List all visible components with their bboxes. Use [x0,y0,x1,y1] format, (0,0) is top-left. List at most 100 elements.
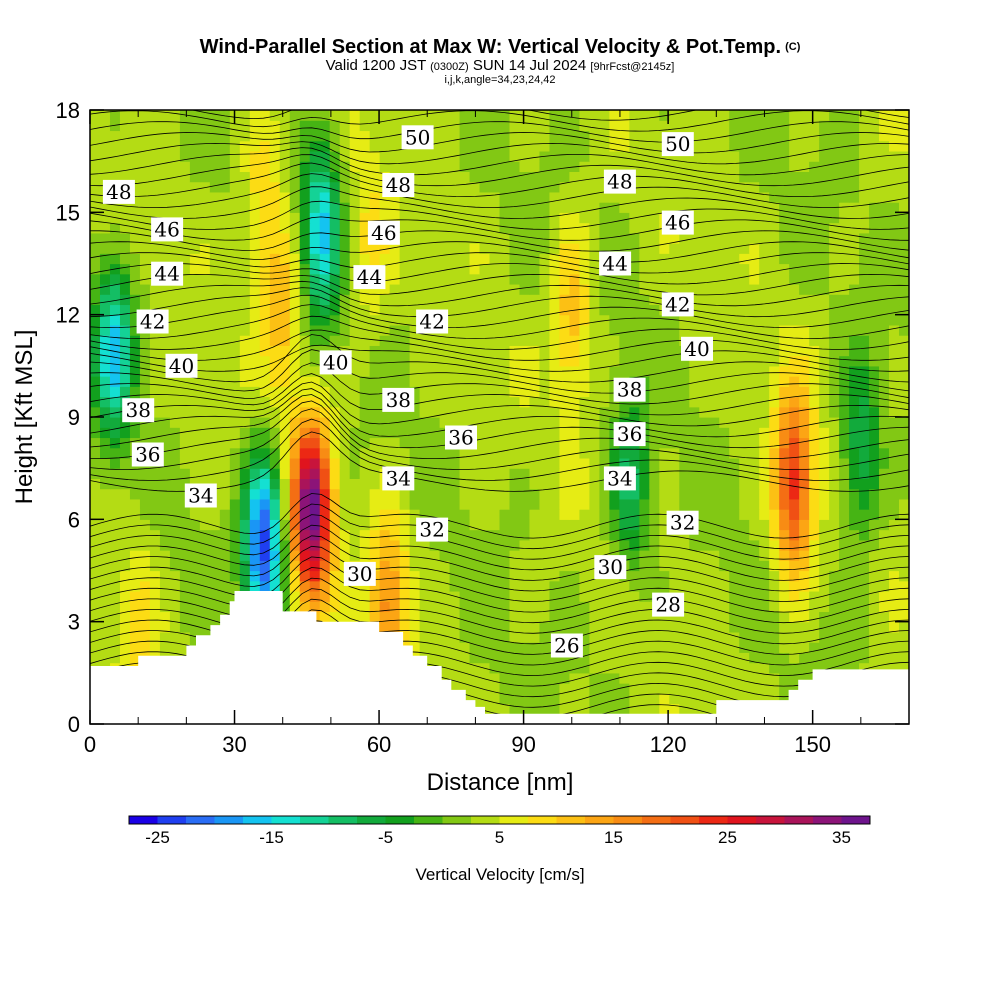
velocity-cell [699,243,710,254]
velocity-cell [99,376,111,387]
velocity-cell [159,631,171,643]
velocity-cell [619,631,630,643]
velocity-cell [779,294,790,306]
velocity-cell [519,417,531,428]
velocity-cell [339,181,351,193]
velocity-cell [209,335,221,346]
velocity-cell [139,345,151,357]
velocity-cell [309,457,321,469]
velocity-cell [609,110,620,121]
velocity-cell [359,355,371,367]
velocity-cell [199,457,211,469]
velocity-cell [659,263,670,275]
velocity-cell [169,181,181,193]
velocity-cell [879,662,890,674]
velocity-cell [649,294,660,306]
velocity-cell [749,427,760,439]
velocity-cell [349,457,361,469]
velocity-cell [159,406,171,418]
velocity-cell [469,683,481,694]
velocity-cell [249,539,261,551]
velocity-cell [639,253,650,265]
velocity-cell [90,222,101,234]
velocity-cell [709,273,720,285]
velocity-cell [889,478,900,490]
velocity-cell [409,191,421,203]
velocity-cell [719,150,730,162]
velocity-cell [669,263,680,275]
velocity-cell [469,253,481,265]
velocity-cell [849,437,860,449]
velocity-cell [869,130,880,142]
velocity-cell [689,631,700,643]
velocity-cell [449,631,461,643]
velocity-cell [699,140,710,152]
velocity-cell [569,171,580,183]
velocity-cell [649,570,660,582]
velocity-cell [359,150,371,162]
velocity-cell [819,509,830,520]
velocity-cell [629,631,640,643]
velocity-cell [489,222,501,234]
velocity-cell [529,631,541,643]
velocity-cell [679,693,690,705]
velocity-cell [199,140,211,152]
velocity-cell [859,427,870,439]
velocity-cell [769,232,780,244]
velocity-cell [389,191,401,203]
velocity-cell [799,110,810,121]
velocity-cell [459,631,471,643]
velocity-cell [509,560,521,572]
velocity-cell [129,417,141,428]
velocity-cell [469,570,481,582]
velocity-cell [219,539,231,551]
velocity-cell [519,345,531,357]
velocity-cell [509,232,521,244]
velocity-cell [359,120,371,132]
velocity-cell [459,222,471,234]
velocity-cell [839,509,850,520]
velocity-cell [369,457,381,469]
velocity-cell [359,580,371,592]
velocity-cell [499,570,511,582]
velocity-cell [419,191,431,203]
velocity-cell [859,580,870,592]
velocity-cell [589,693,600,705]
velocity-cell [859,468,870,479]
velocity-cell [749,314,760,326]
velocity-cell [439,365,451,377]
velocity-cell [619,396,630,408]
velocity-cell [749,693,760,705]
velocity-cell [499,683,511,694]
velocity-cell [149,191,161,203]
velocity-cell [889,222,900,234]
velocity-cell [619,601,630,613]
velocity-cell [399,447,411,459]
velocity-cell [779,335,790,346]
velocity-cell [789,345,800,357]
velocity-cell [879,161,890,172]
velocity-cell [259,478,271,490]
velocity-cell [459,232,471,244]
velocity-cell [499,509,511,520]
velocity-cell [269,396,281,408]
velocity-cell [729,212,740,224]
velocity-cell [709,150,720,162]
velocity-cell [99,140,111,152]
velocity-cell [599,386,610,398]
velocity-cell [899,611,909,623]
velocity-cell [799,232,810,244]
velocity-cell [609,457,620,469]
velocity-cell [469,161,481,172]
velocity-cell [479,396,491,408]
velocity-cell [279,263,291,275]
velocity-cell [529,181,541,193]
velocity-cell [109,406,121,418]
velocity-cell [709,396,720,408]
velocity-cell [549,560,561,572]
velocity-cell [829,171,840,183]
velocity-cell [749,355,760,367]
isentrope-line [90,373,909,416]
velocity-cell [669,191,680,203]
velocity-cell [859,488,870,500]
